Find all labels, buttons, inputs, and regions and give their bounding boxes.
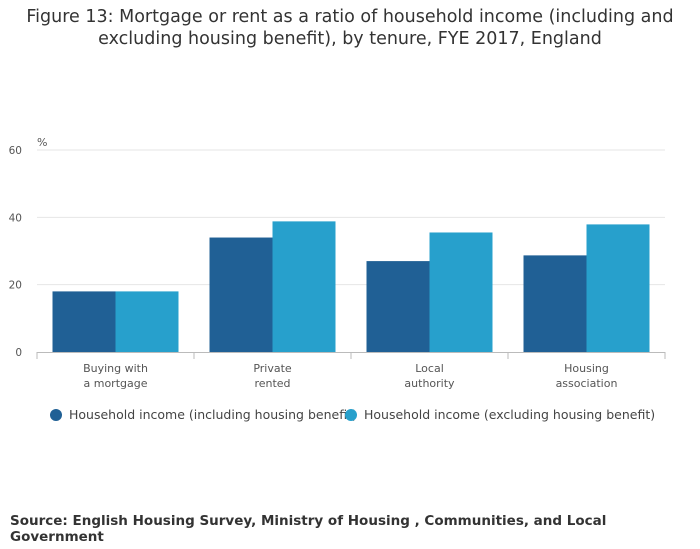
legend-item-series-1[interactable]: Household income (including housing bene… xyxy=(50,407,357,422)
bar-series-2 xyxy=(115,291,179,352)
bar-series-1 xyxy=(523,255,587,352)
y-axis-label: % xyxy=(37,136,47,149)
x-tick-label: authority xyxy=(404,377,455,390)
x-tick-label: a mortgage xyxy=(84,377,148,390)
bar-series-2 xyxy=(272,221,336,352)
legend-dot-series-2 xyxy=(345,408,357,421)
y-tick-label: 20 xyxy=(9,280,22,292)
x-tick-label: Buying with xyxy=(83,362,148,375)
x-tick-label: Housing xyxy=(564,362,609,375)
legend-item-series-2[interactable]: Household income (excluding housing bene… xyxy=(345,407,655,422)
x-tick-label: Private xyxy=(253,362,292,375)
chart-title: Figure 13: Mortgage or rent as a ratio o… xyxy=(26,7,674,49)
x-tick-label: Local xyxy=(415,362,444,375)
bar-series-1 xyxy=(209,237,273,352)
x-tick-label: rented xyxy=(254,377,290,390)
source-note: Source: English Housing Survey, Ministry… xyxy=(10,513,607,545)
bar-series-1 xyxy=(366,261,430,352)
bar-series-2 xyxy=(429,232,493,352)
y-tick-label: 0 xyxy=(15,347,22,359)
legend-dot-series-1 xyxy=(50,408,62,421)
y-tick-label: 60 xyxy=(9,145,22,157)
legend-label-series-2: Household income (excluding housing bene… xyxy=(364,407,656,422)
legend-label-series-1: Household income (including housing bene… xyxy=(69,407,357,422)
x-tick-label: association xyxy=(556,377,618,390)
bar-series-2 xyxy=(586,224,650,352)
bar-series-1 xyxy=(52,291,116,352)
y-tick-label: 40 xyxy=(9,212,22,224)
